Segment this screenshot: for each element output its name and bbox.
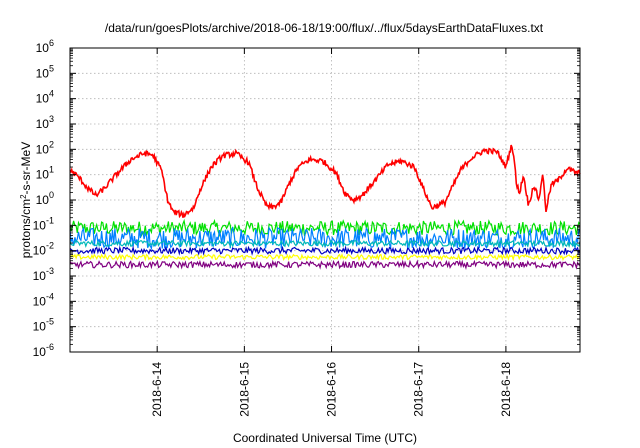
y-tick-label: 10-6: [33, 342, 54, 359]
y-axis-ticks: 10-6 10-5 10-4 10-3 10-2 10-1 100 101 102 103 104 1…: [33, 38, 580, 359]
series-line: [69, 226, 581, 251]
y-tick-label: 10-5: [33, 317, 54, 334]
y-tick-label: 106: [36, 38, 54, 55]
x-axis-ticks: 2018-6-14 2018-6-15 2018-6-16 2018-6-17 2018…: [150, 48, 513, 417]
y-tick-label: 103: [36, 114, 54, 131]
y-tick-label: 10-4: [33, 291, 54, 308]
x-tick-label: 2018-6-15: [237, 362, 251, 417]
y-tick-label: 100: [36, 190, 54, 207]
y-tick-label: 102: [36, 139, 54, 156]
series-line: [69, 245, 581, 256]
series-line: [69, 218, 581, 238]
x-tick-label: 2018-6-17: [412, 362, 426, 417]
series-line: [69, 259, 581, 271]
series-line: [69, 144, 581, 219]
y-axis-label-rest: -s-sr-MeV: [19, 142, 33, 195]
series-line: [69, 252, 581, 262]
y-tick-label: 105: [36, 63, 54, 80]
y-axis-label: protons/cm2-s-sr-MeV: [19, 142, 34, 258]
series-line: [69, 238, 581, 249]
series-group: [69, 144, 581, 271]
x-axis-label: Coordinated Universal Time (UTC): [233, 431, 417, 445]
x-tick-label: 2018-6-18: [499, 362, 513, 417]
y-tick-label: 10-2: [33, 241, 54, 258]
chart-title: /data/run/goesPlots/archive/2018-06-18/1…: [105, 21, 544, 35]
y-axis-label-sup: 2: [19, 194, 28, 199]
grid-lines: [70, 48, 580, 352]
y-tick-label: 10-3: [33, 266, 54, 283]
x-tick-label: 2018-6-14: [150, 362, 164, 417]
y-tick-label: 101: [36, 165, 54, 182]
y-tick-label: 10-1: [33, 215, 54, 232]
y-tick-label: 104: [36, 89, 54, 106]
y-axis-label-main: protons/cm: [19, 199, 33, 258]
x-tick-label: 2018-6-16: [325, 362, 339, 417]
